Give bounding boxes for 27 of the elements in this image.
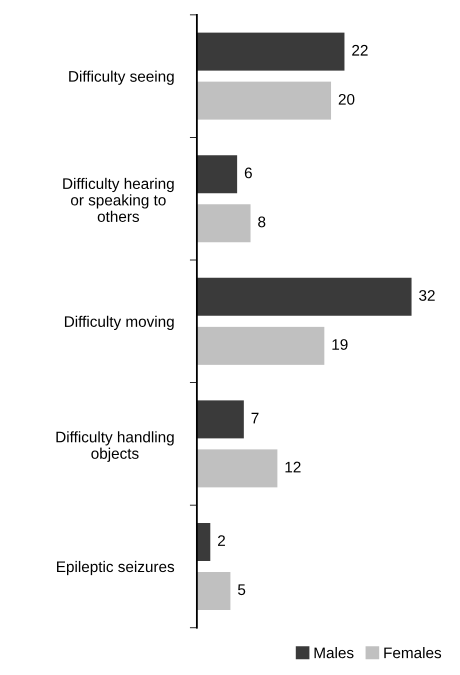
data-label: 8 <box>258 216 266 228</box>
data-label: 22 <box>352 44 368 56</box>
bar <box>196 400 244 438</box>
data-label: 12 <box>285 462 301 472</box>
bar <box>196 155 238 194</box>
bar <box>196 32 344 71</box>
bar <box>196 82 332 120</box>
bar <box>196 326 324 365</box>
legend-label: Females <box>384 647 442 658</box>
bar <box>196 449 278 488</box>
legend-label: Males <box>314 647 354 658</box>
y-tick-label: Difficulty moving <box>64 316 174 330</box>
data-label: 7 <box>252 412 259 424</box>
y-tick-label: Difficulty seeing <box>69 70 174 85</box>
bar <box>196 204 251 242</box>
data-label: 2 <box>218 535 225 546</box>
bar <box>196 278 412 316</box>
data-label: 5 <box>238 584 246 596</box>
data-label: 6 <box>244 167 252 178</box>
y-tick-label: Difficulty handling objects <box>56 431 174 462</box>
data-label: 19 <box>332 339 348 350</box>
bar <box>196 522 210 561</box>
bar <box>196 572 230 610</box>
data-label: 20 <box>338 94 354 105</box>
data-label: 32 <box>419 290 435 301</box>
y-tick-label: Difficulty hearing or speaking to others <box>63 178 174 222</box>
y-tick-label: Epileptic seizures <box>57 560 174 576</box>
